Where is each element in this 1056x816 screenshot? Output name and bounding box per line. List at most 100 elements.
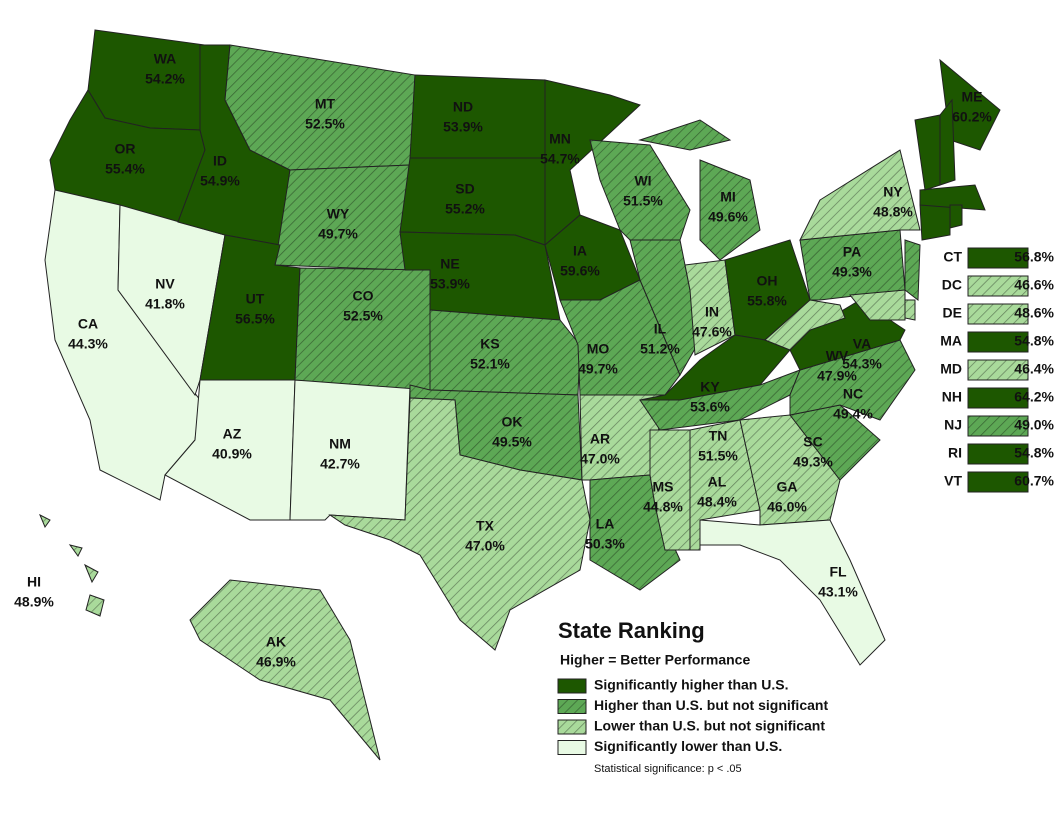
state-shape	[949, 204, 963, 229]
state-shape	[914, 114, 941, 191]
state-value: 47.0%	[580, 451, 620, 467]
state-abbr: IN	[705, 304, 719, 320]
state-value: 54.7%	[540, 151, 580, 167]
state-abbr: AZ	[223, 426, 242, 442]
state-abbr: AL	[708, 474, 727, 490]
state-value: 47.9%	[817, 368, 857, 384]
legend-swatch	[557, 719, 587, 735]
state-shape	[764, 299, 846, 351]
state-abbr: NC	[843, 386, 863, 402]
state-abbr: IA	[573, 243, 587, 259]
inset-box	[967, 275, 1029, 297]
state-abbr: NE	[440, 256, 459, 272]
state-abbr: OK	[502, 414, 523, 430]
state-value: 52.5%	[305, 116, 345, 132]
legend-label: Lower than U.S. but not significant	[594, 718, 825, 734]
state-abbr: CO	[353, 288, 374, 304]
state-abbr: NV	[155, 276, 175, 292]
state-abbr: NY	[883, 184, 903, 200]
state-abbr: KS	[480, 336, 499, 352]
state-abbr: TX	[476, 518, 495, 534]
state-value: 51.2%	[640, 341, 680, 357]
state-value: 52.1%	[470, 356, 510, 372]
legend-label: Higher than U.S. but not significant	[594, 697, 828, 713]
legend-note: Statistical significance: p < .05	[594, 763, 742, 775]
state-value: 54.2%	[145, 71, 185, 87]
state-abbr: WA	[154, 51, 177, 67]
state-shape	[904, 299, 916, 321]
state-value: 51.5%	[698, 448, 738, 464]
state-shape	[904, 239, 921, 301]
state-abbr: GA	[777, 479, 798, 495]
state-shape	[684, 259, 736, 356]
state-value: 49.3%	[793, 454, 833, 470]
inset-abbr: NH	[942, 389, 962, 405]
inset-box	[967, 303, 1029, 325]
state-shape	[429, 309, 581, 396]
inset-value: 56.8%	[1014, 249, 1054, 265]
state-shape	[559, 279, 681, 396]
inset-abbr: DC	[942, 277, 962, 293]
state-abbr: PA	[843, 244, 861, 260]
inset-abbr: VT	[944, 473, 962, 489]
state-value: 56.5%	[235, 311, 275, 327]
state-abbr: WY	[327, 206, 350, 222]
state-value: 48.9%	[14, 594, 54, 610]
inset-value: 48.6%	[1014, 305, 1054, 321]
state-value: 54.9%	[200, 173, 240, 189]
inset-box	[967, 471, 1029, 493]
state-shape	[294, 267, 431, 391]
state-value: 41.8%	[145, 296, 185, 312]
state-value: 49.6%	[708, 209, 748, 225]
state-abbr: VA	[853, 336, 871, 352]
inset-box	[967, 359, 1029, 381]
state-value: 43.1%	[818, 584, 858, 600]
state-value: 46.0%	[767, 499, 807, 515]
state-abbr: OH	[757, 273, 778, 289]
inset-abbr: MA	[940, 333, 962, 349]
state-abbr: FL	[829, 564, 847, 580]
inset-value: 60.7%	[1014, 473, 1054, 489]
legend-swatch	[557, 678, 587, 694]
state-value: 51.5%	[623, 193, 663, 209]
inset-box	[967, 387, 1029, 409]
inset-box	[967, 415, 1029, 437]
state-value: 60.2%	[952, 109, 992, 125]
inset-value: 54.8%	[1014, 333, 1054, 349]
inset-value: 46.6%	[1014, 277, 1054, 293]
state-abbr: WV	[826, 348, 849, 364]
inset-abbr: MD	[940, 361, 962, 377]
legend-label: Significantly higher than U.S.	[594, 677, 788, 693]
state-abbr: MI	[720, 189, 736, 205]
state-shape	[189, 579, 381, 761]
state-abbr: SD	[455, 181, 474, 197]
state-shape	[638, 119, 761, 261]
state-abbr: MN	[549, 131, 571, 147]
state-value: 49.7%	[578, 361, 618, 377]
state-value: 55.2%	[445, 201, 485, 217]
state-shape	[799, 149, 921, 241]
legend-swatch	[557, 740, 587, 755]
inset-box	[967, 443, 1029, 465]
state-shape	[328, 397, 591, 651]
state-value: 49.4%	[833, 406, 873, 422]
state-value: 49.7%	[318, 226, 358, 242]
state-abbr: NM	[329, 436, 351, 452]
state-value: 49.3%	[832, 264, 872, 280]
state-value: 53.9%	[430, 276, 470, 292]
inset-box	[967, 247, 1029, 269]
legend-subtitle: Higher = Better Performance	[560, 652, 750, 668]
state-abbr: IL	[654, 321, 667, 337]
state-value: 47.6%	[692, 324, 732, 340]
state-shape	[919, 204, 951, 241]
state-value: 55.8%	[747, 293, 787, 309]
state-value: 46.9%	[256, 654, 296, 670]
state-value: 59.6%	[560, 263, 600, 279]
state-shape	[409, 74, 546, 159]
state-value: 54.3%	[842, 356, 882, 372]
state-abbr: TN	[709, 428, 728, 444]
inset-abbr: RI	[948, 445, 962, 461]
state-abbr: HI	[27, 574, 41, 590]
inset-abbr: CT	[943, 249, 962, 265]
